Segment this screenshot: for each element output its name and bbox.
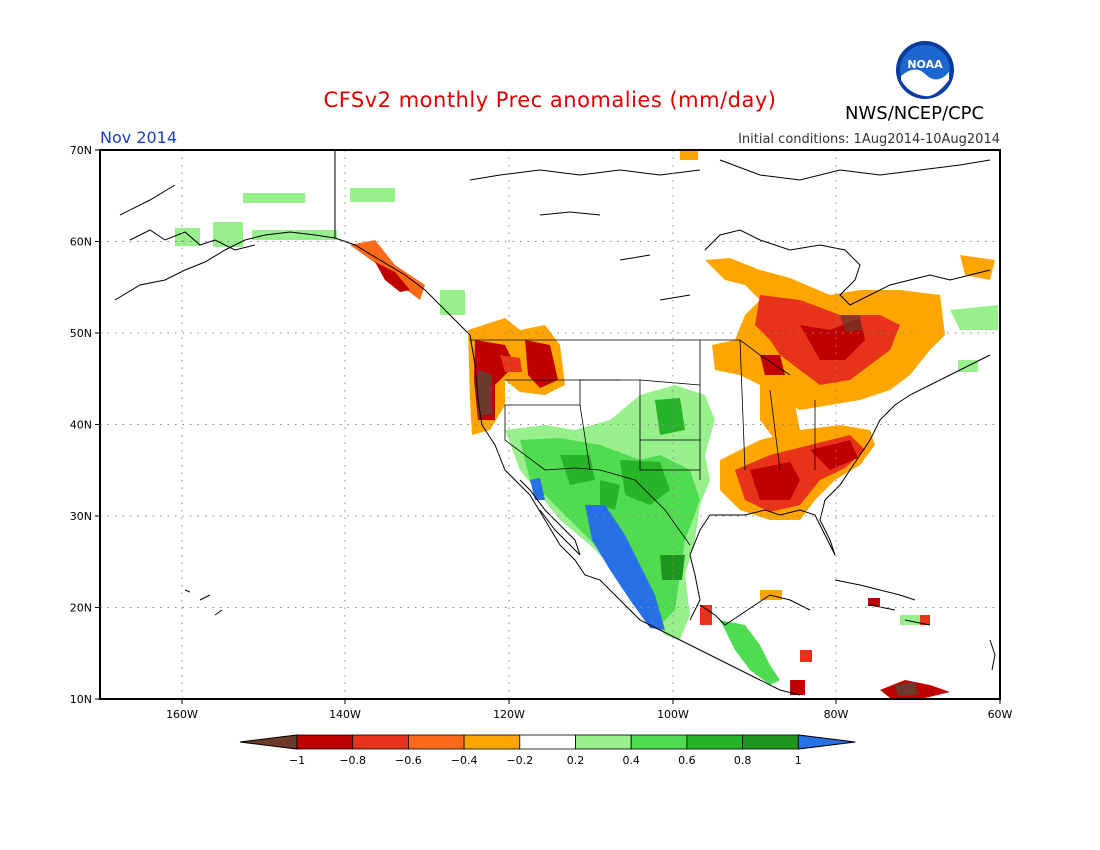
lon-label-140w: 140W	[329, 708, 361, 721]
colorbar-right-arrow	[797, 734, 856, 750]
colorbar-label: 1	[795, 754, 802, 767]
lon-label-160w: 160W	[166, 708, 198, 721]
colorbar-left-arrow	[239, 734, 298, 750]
lat-label-20n: 20N	[70, 602, 92, 615]
colorbar-label: −0.6	[395, 754, 422, 767]
org-label: NWS/NCEP/CPC	[845, 103, 985, 124]
lon-label-100w: 100W	[657, 708, 689, 721]
colorbar-label: −0.8	[339, 754, 366, 767]
colorbar-segment	[407, 734, 465, 750]
initial-conditions: Initial conditions: 1Aug2014-10Aug2014	[738, 132, 1000, 147]
anomaly-patches	[175, 150, 998, 698]
colorbar-label: 0.2	[567, 754, 585, 767]
longitude-labels: 160W 140W 120W 100W 80W 60W	[166, 708, 1012, 721]
lat-label-60n: 60N	[70, 236, 92, 249]
colorbar-label: 0.6	[678, 754, 696, 767]
lat-label-40n: 40N	[70, 419, 92, 432]
colorbar-segment	[575, 734, 632, 750]
lat-label-10n: 10N	[70, 693, 92, 706]
tick-marks	[95, 149, 1001, 704]
lat-label-70n: 70N	[70, 144, 92, 157]
lat-label-30n: 30N	[70, 510, 92, 523]
coastlines	[114, 150, 996, 696]
month-label: Nov 2014	[100, 128, 178, 147]
colorbar-segment	[463, 734, 521, 750]
noaa-logo-icon: NOAA	[896, 41, 954, 99]
lon-label-80w: 80W	[824, 708, 849, 721]
colorbar: −1 −0.8 −0.6 −0.4 −0.2 0.2 0.4 0.6 0.8 1	[239, 734, 856, 767]
colorbar-segment	[686, 734, 744, 750]
colorbar-segment	[742, 734, 799, 750]
colorbar-segment	[352, 734, 409, 750]
colorbar-label: −1	[289, 754, 305, 767]
colorbar-label: −0.4	[451, 754, 478, 767]
colorbar-segment	[630, 734, 688, 750]
colorbar-segment	[519, 734, 576, 750]
colorbar-label: −0.2	[506, 754, 533, 767]
noaa-logo-text: NOAA	[907, 58, 943, 71]
latitude-labels: 70N 60N 50N 40N 30N 20N 10N	[70, 144, 92, 706]
lat-label-50n: 50N	[70, 327, 92, 340]
lon-label-120w: 120W	[493, 708, 525, 721]
borders	[470, 339, 816, 546]
map-title: CFSv2 monthly Prec anomalies (mm/day)	[323, 88, 777, 112]
colorbar-label: 0.4	[622, 754, 640, 767]
colorbar-segment	[296, 734, 354, 750]
lon-label-60w: 60W	[988, 708, 1013, 721]
colorbar-label: 0.8	[734, 754, 752, 767]
gridlines	[100, 150, 1000, 699]
